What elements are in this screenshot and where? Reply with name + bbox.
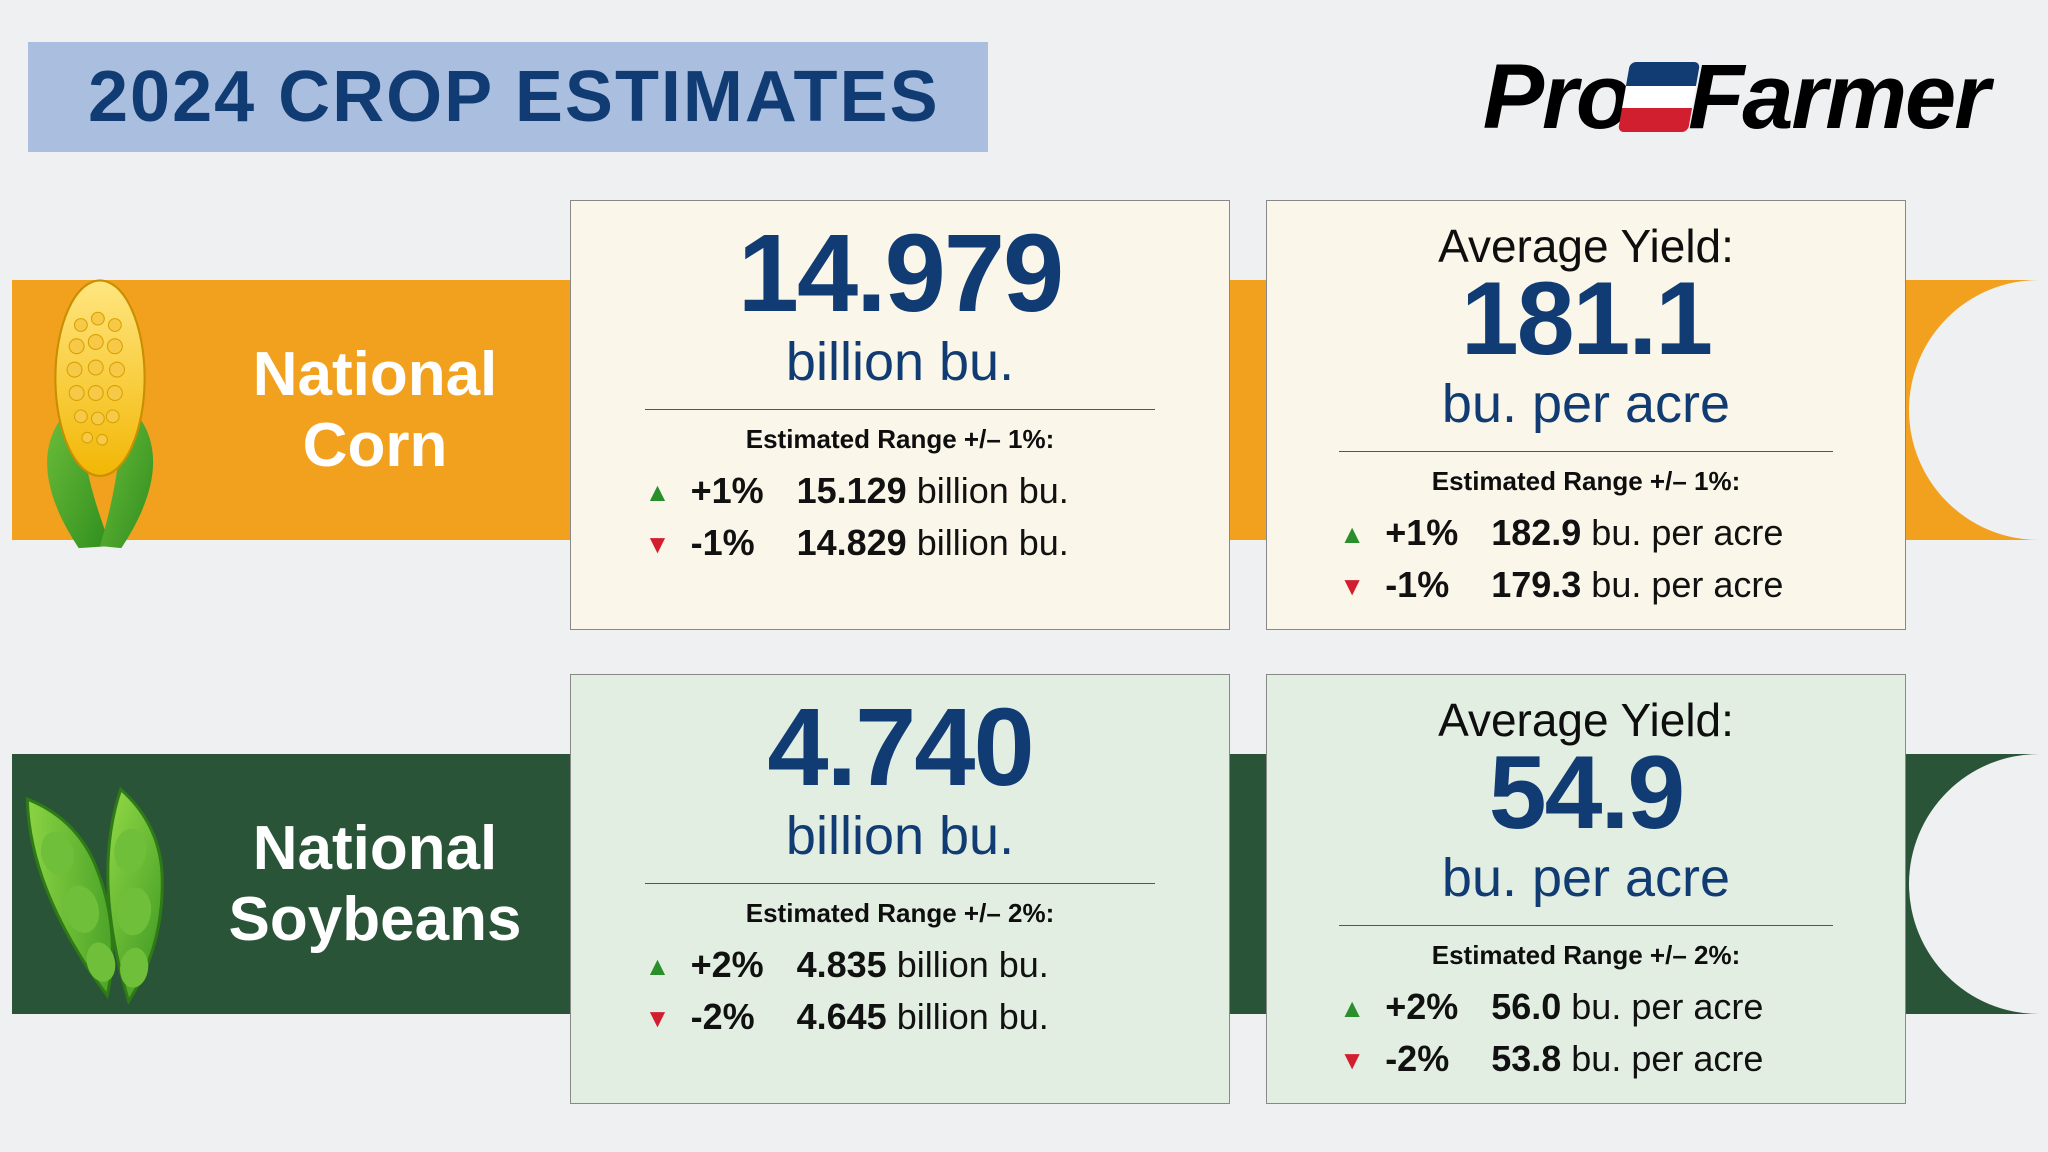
corn-label-cell: National Corn — [0, 200, 570, 540]
corn-prod-down-pct: -1% — [691, 517, 791, 569]
corn-yield-value: 181.1 — [1299, 267, 1873, 371]
corn-yield-up-val: 182.9 — [1491, 512, 1581, 553]
soy-prod-down-pct: -2% — [691, 991, 791, 1043]
corn-production-down: ▼ -1% 14.829 billion bu. — [645, 517, 1156, 569]
soy-yield-up-unit: bu. per acre — [1571, 986, 1763, 1027]
logo: Pro Farmer — [1048, 51, 1988, 143]
logo-text: Pro Farmer — [1483, 51, 1988, 143]
corn-label-l1: National — [253, 340, 498, 409]
soy-yield-up: ▲ +2% 56.0 bu. per acre — [1339, 981, 1833, 1033]
corn-production-value: 14.979 — [603, 219, 1197, 329]
soy-yield-range-label: Estimated Range +/– 2%: — [1299, 940, 1873, 971]
soy-label-l2: Soybeans — [229, 885, 522, 954]
up-triangle-icon: ▲ — [1339, 990, 1379, 1028]
up-triangle-icon: ▲ — [645, 474, 685, 512]
divider — [1339, 451, 1833, 452]
divider — [645, 409, 1156, 410]
soy-yield-card: Average Yield: 54.9 bu. per acre Estimat… — [1266, 674, 1906, 1104]
corn-prod-down-val: 14.829 — [797, 522, 907, 563]
corn-yield-up-unit: bu. per acre — [1591, 512, 1783, 553]
soy-prod-down-val: 4.645 — [797, 996, 887, 1037]
soy-label-cell: National Soybeans — [0, 674, 570, 1014]
soy-prod-down-unit: billion bu. — [897, 996, 1049, 1037]
corn-yield-up: ▲ +1% 182.9 bu. per acre — [1339, 507, 1833, 559]
soy-yield-up-val: 56.0 — [1491, 986, 1561, 1027]
corn-yield-down-val: 179.3 — [1491, 564, 1581, 605]
soy-yield-unit: bu. per acre — [1299, 847, 1873, 909]
soy-production-unit: billion bu. — [603, 805, 1197, 867]
soy-prod-up-unit: billion bu. — [897, 944, 1049, 985]
logo-post: Farmer — [1688, 51, 1988, 143]
corn-yield-down: ▼ -1% 179.3 bu. per acre — [1339, 559, 1833, 611]
divider — [645, 883, 1156, 884]
logo-flag-icon — [1618, 62, 1700, 132]
up-triangle-icon: ▲ — [645, 948, 685, 986]
soy-yield-down-unit: bu. per acre — [1571, 1038, 1763, 1079]
title-banner: 2024 CROP ESTIMATES — [28, 42, 988, 152]
corn-production-unit: billion bu. — [603, 331, 1197, 393]
soy-production-down: ▼ -2% 4.645 billion bu. — [645, 991, 1156, 1043]
corn-label: National Corn — [200, 339, 570, 482]
corn-yield-card: Average Yield: 181.1 bu. per acre Estima… — [1266, 200, 1906, 630]
corn-yield-up-pct: +1% — [1385, 507, 1485, 559]
soy-production-value: 4.740 — [603, 693, 1197, 803]
corn-yield-down-pct: -1% — [1385, 559, 1485, 611]
corn-production-card: 14.979 billion bu. Estimated Range +/– 1… — [570, 200, 1230, 630]
soy-yield-down-pct: -2% — [1385, 1033, 1485, 1085]
soy-prod-up-pct: +2% — [691, 939, 791, 991]
corn-production-range-label: Estimated Range +/– 1%: — [603, 424, 1197, 455]
corn-prod-up-pct: +1% — [691, 465, 791, 517]
corn-prod-up-unit: billion bu. — [917, 470, 1069, 511]
divider — [1339, 925, 1833, 926]
down-triangle-icon: ▼ — [645, 1000, 685, 1038]
corn-yield-unit: bu. per acre — [1299, 373, 1873, 435]
corn-prod-down-unit: billion bu. — [917, 522, 1069, 563]
header: 2024 CROP ESTIMATES Pro Farmer — [0, 0, 2048, 152]
soy-row: National Soybeans 4.740 billion bu. Esti… — [0, 674, 2048, 1114]
down-triangle-icon: ▼ — [1339, 1042, 1379, 1080]
up-triangle-icon: ▲ — [1339, 516, 1379, 554]
soy-yield-up-pct: +2% — [1385, 981, 1485, 1033]
logo-pre: Pro — [1483, 51, 1630, 143]
corn-prod-up-val: 15.129 — [797, 470, 907, 511]
soy-yield-value: 54.9 — [1299, 741, 1873, 845]
corn-yield-range-label: Estimated Range +/– 1%: — [1299, 466, 1873, 497]
corn-icon — [0, 260, 200, 560]
soy-production-up: ▲ +2% 4.835 billion bu. — [645, 939, 1156, 991]
corn-production-up: ▲ +1% 15.129 billion bu. — [645, 465, 1156, 517]
soy-label: National Soybeans — [200, 813, 570, 956]
soybean-icon — [0, 734, 200, 1034]
down-triangle-icon: ▼ — [645, 526, 685, 564]
corn-yield-down-unit: bu. per acre — [1591, 564, 1783, 605]
soy-production-range-label: Estimated Range +/– 2%: — [603, 898, 1197, 929]
soy-production-card: 4.740 billion bu. Estimated Range +/– 2%… — [570, 674, 1230, 1104]
corn-label-l2: Corn — [303, 411, 448, 480]
soy-yield-down-val: 53.8 — [1491, 1038, 1561, 1079]
corn-row: National Corn 14.979 billion bu. Estimat… — [0, 200, 2048, 640]
down-triangle-icon: ▼ — [1339, 568, 1379, 606]
soy-label-l1: National — [253, 814, 498, 883]
soy-prod-up-val: 4.835 — [797, 944, 887, 985]
soy-yield-down: ▼ -2% 53.8 bu. per acre — [1339, 1033, 1833, 1085]
page-title: 2024 CROP ESTIMATES — [88, 57, 940, 137]
